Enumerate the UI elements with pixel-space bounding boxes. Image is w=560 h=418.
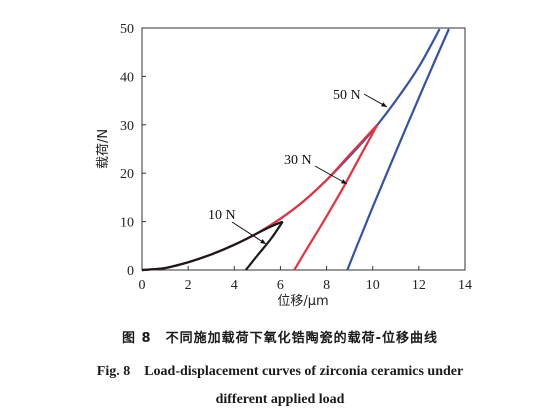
x-tick-label: 2 [185,278,192,293]
annotation-group: 10 N 30 N 50 N [208,88,388,245]
y-axis-label: 载荷/N [96,129,111,169]
y-tick-label: 10 [120,216,134,231]
series-30n-loading-line [141,124,379,272]
series-30n-unloading-line [293,124,379,271]
annotation-label: 30 N [284,153,312,168]
x-tick-label: 0 [139,278,146,293]
figure-caption-chinese: 图 8 不同施加载荷下氧化锆陶瓷的载荷-位移曲线 [122,331,438,346]
annotation-arrowhead [260,239,266,244]
load-displacement-chart: 0 2 4 6 8 10 12 14 0 10 20 30 40 50 10 N 30 N 50 N 位移/μ… [96,22,472,309]
series-10n-unloading-line [244,220,284,271]
x-tick-label: 8 [323,278,330,293]
figure-caption-english-line-2: different applied load [215,392,345,407]
series-10n-loading-line [141,220,284,272]
x-tick-label: 4 [231,278,238,293]
x-tick-label: 12 [412,278,426,293]
y-tick-label: 40 [120,70,134,85]
x-tick-label: 14 [458,278,472,293]
annotation-label: 10 N [208,208,236,223]
y-tick-label: 0 [127,264,134,279]
y-tick-label: 20 [120,167,134,182]
plot-frame [141,27,466,271]
x-tick-label: 10 [366,278,380,293]
annotation-leader-line [231,221,267,245]
x-axis-label: 位移/μm [277,294,328,309]
x-tick-label: 6 [277,278,284,293]
series-50n-loading-line [141,28,441,272]
series-50n-unloading-line [346,28,450,271]
annotation-arrowhead [341,179,347,184]
y-tick-label: 30 [120,119,134,134]
series-group [141,28,450,272]
axis-ticks: 0 2 4 6 8 10 12 14 0 10 20 30 40 50 [120,22,472,293]
annotation-arrowhead [381,102,387,107]
y-tick-label: 50 [120,22,134,37]
figure-caption-english-line-1: Fig. 8 Load-displacement curves of zirco… [96,364,464,379]
annotation-leader-line [314,165,348,185]
annotation-label: 50 N [333,88,361,103]
